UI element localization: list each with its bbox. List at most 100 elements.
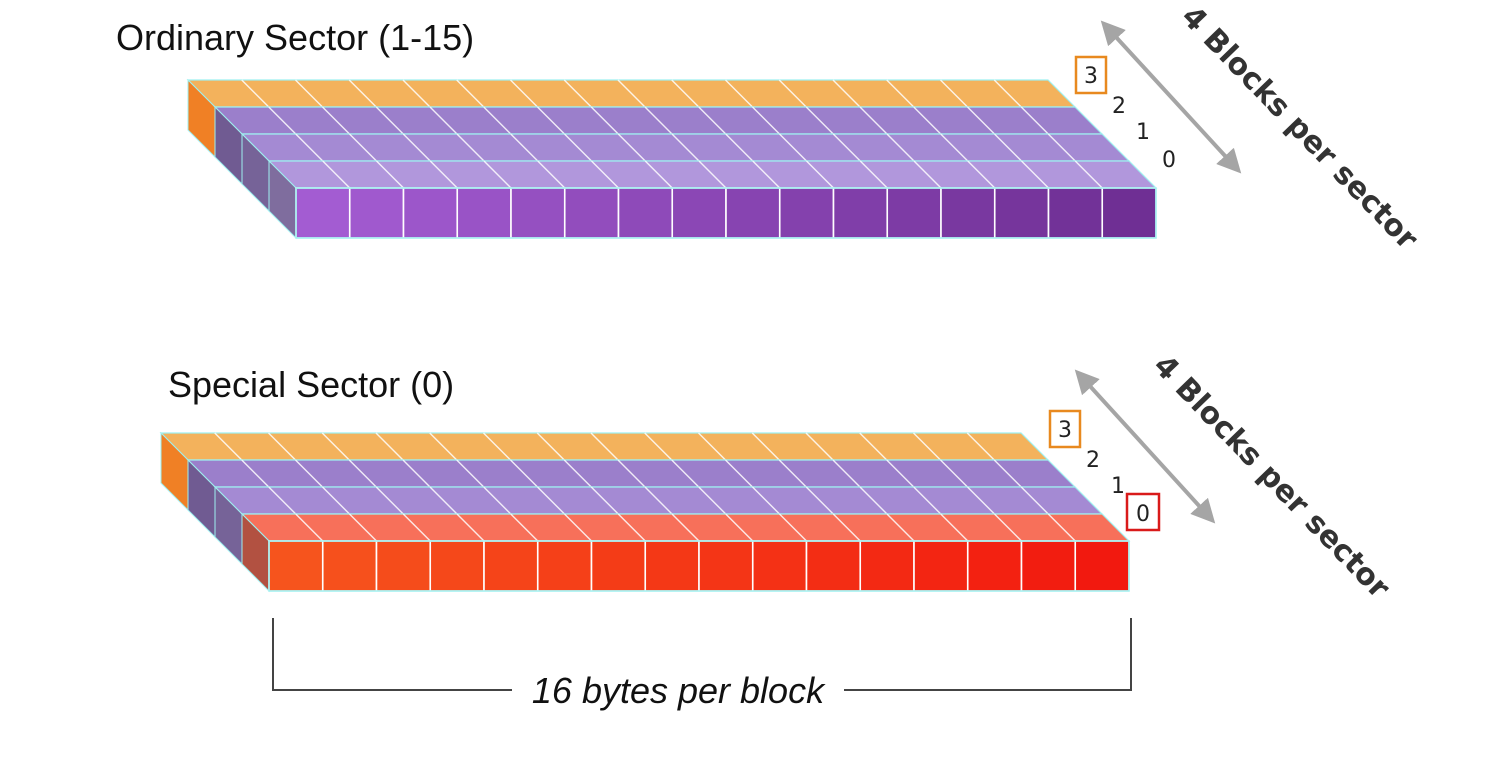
special-layer-1 xyxy=(213,485,1104,566)
ordinary-front-outline xyxy=(295,187,1157,239)
ordinary-cell-divider xyxy=(913,160,942,189)
ordinary-cell-divider xyxy=(376,160,404,189)
ordinary-cell-divider xyxy=(429,160,458,189)
special-byte-cell-1 xyxy=(321,540,378,592)
special-block-number-1: 1 xyxy=(1111,474,1125,499)
ordinary-block-number-2: 2 xyxy=(1112,94,1126,119)
special-byte-cell-11 xyxy=(859,540,915,592)
ordinary-cell-divider xyxy=(591,160,619,189)
special-cell-divider xyxy=(1047,513,1076,542)
special-layer-2 xyxy=(186,458,1077,539)
ordinary-cell-divider xyxy=(510,133,539,162)
ordinary-sector-block-stack xyxy=(186,78,1158,240)
special-cell-divider xyxy=(268,486,297,515)
bracket-right xyxy=(844,618,1132,691)
special-cell-divider xyxy=(349,513,377,542)
special-cell-divider xyxy=(913,432,941,461)
ordinary-cell-divider xyxy=(456,79,485,108)
special-cell-divider xyxy=(779,513,807,542)
special-cell-divider xyxy=(510,513,539,542)
special-blocks-per-sector-label: 4 Blocks per sector xyxy=(1146,348,1396,605)
special-cell-divider xyxy=(698,486,727,515)
ordinary-cell-divider xyxy=(778,79,807,108)
ordinary-cell-divider xyxy=(348,79,377,108)
special-cell-divider xyxy=(295,513,324,542)
ordinary-cell-divider xyxy=(671,133,700,162)
special-cell-divider xyxy=(886,513,915,542)
ordinary-cell-divider xyxy=(886,79,915,108)
special-cell-divider xyxy=(913,486,942,515)
special-cell-divider xyxy=(671,513,700,542)
ordinary-cell-divider xyxy=(806,160,834,189)
ordinary-cell-divider xyxy=(1074,160,1103,189)
ordinary-byte-cell-11 xyxy=(886,187,942,239)
ordinary-cell-divider xyxy=(617,79,646,108)
special-cell-divider xyxy=(778,459,807,488)
ordinary-cell-divider xyxy=(537,106,565,135)
special-layer-0 xyxy=(240,512,1131,593)
special-cell-divider xyxy=(214,432,243,461)
ordinary-cell-divider xyxy=(779,133,807,162)
special-cell-divider xyxy=(483,486,512,515)
ordinary-cell-divider xyxy=(859,160,888,189)
ordinary-cell-divider xyxy=(268,106,297,135)
ordinary-block-number-0: 0 xyxy=(1162,148,1176,173)
special-cell-divider xyxy=(752,486,780,515)
special-layer-3 xyxy=(159,431,1050,512)
ordinary-cell-divider xyxy=(617,133,646,162)
ordinary-cell-divider xyxy=(725,79,753,108)
ordinary-cell-divider xyxy=(832,133,861,162)
ordinary-byte-cell-14 xyxy=(1047,187,1104,239)
special-cell-divider xyxy=(644,432,673,461)
ordinary-byte-cell-1 xyxy=(348,187,405,239)
special-cell-divider xyxy=(725,459,753,488)
special-cell-divider xyxy=(402,459,431,488)
special-cell-divider xyxy=(268,432,296,461)
special-sector: Special Sector (0) 3 2 1 0 4 Blocks per … xyxy=(159,348,1397,606)
ordinary-block-number-1: 1 xyxy=(1136,120,1150,145)
ordinary-cell-divider xyxy=(402,133,431,162)
ordinary-cell-divider xyxy=(1020,106,1049,135)
bytes-per-block-bracket: 16 bytes per block xyxy=(272,618,1132,711)
ordinary-cell-divider xyxy=(940,79,968,108)
ordinary-byte-cell-0 xyxy=(295,187,351,239)
ordinary-cell-divider xyxy=(967,106,995,135)
ordinary-cell-divider xyxy=(993,79,1022,108)
special-cell-divider xyxy=(967,486,995,515)
special-byte-cell-0 xyxy=(268,540,324,592)
ordinary-front-row xyxy=(295,187,1157,239)
special-cell-divider xyxy=(832,513,861,542)
special-cell-divider xyxy=(590,432,619,461)
ordinary-cell-divider xyxy=(483,160,512,189)
special-byte-cell-10 xyxy=(805,540,862,592)
ordinary-cell-divider xyxy=(241,79,270,108)
special-cell-divider xyxy=(456,513,485,542)
ordinary-cell-divider xyxy=(1021,160,1049,189)
special-byte-cell-9 xyxy=(751,540,808,592)
ordinary-cell-divider xyxy=(752,160,781,189)
ordinary-cell-divider xyxy=(537,160,566,189)
special-blocks-axis-arrow xyxy=(1074,369,1216,524)
ordinary-cell-divider xyxy=(967,160,996,189)
special-cell-divider xyxy=(322,486,350,515)
ordinary-cell-divider xyxy=(698,106,727,135)
special-cell-divider xyxy=(241,459,270,488)
ordinary-sector-title: Ordinary Sector (1-15) xyxy=(116,17,474,58)
ordinary-cell-divider xyxy=(483,106,512,135)
ordinary-sector: Ordinary Sector (1-15) 3 2 1 0 4 Blocks … xyxy=(116,0,1425,257)
ordinary-cell-divider xyxy=(940,133,969,162)
special-byte-cell-3 xyxy=(429,540,485,592)
special-sector-title: Special Sector (0) xyxy=(168,364,454,405)
special-byte-cell-7 xyxy=(644,540,700,592)
special-cell-divider xyxy=(348,459,377,488)
ordinary-cell-divider xyxy=(644,160,673,189)
special-byte-cell-13 xyxy=(966,540,1023,592)
ordinary-byte-cell-7 xyxy=(671,187,727,239)
special-front-row xyxy=(268,540,1130,592)
special-cell-divider xyxy=(617,459,646,488)
ordinary-blocks-axis-arrow xyxy=(1100,20,1242,174)
special-cell-divider xyxy=(886,459,915,488)
special-cell-divider xyxy=(375,486,404,515)
ordinary-cell-divider xyxy=(590,106,619,135)
ordinary-cell-divider xyxy=(456,133,485,162)
